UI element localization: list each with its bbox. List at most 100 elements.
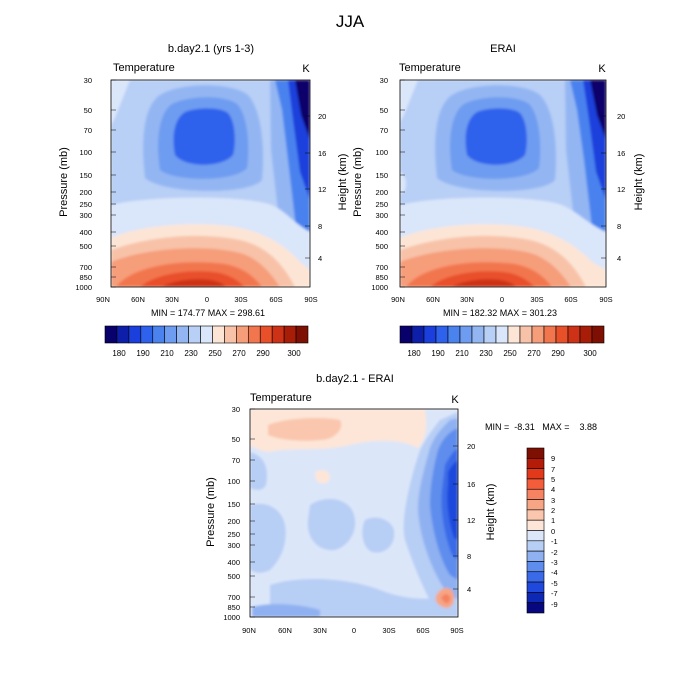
colorbar-swatch bbox=[435, 325, 449, 344]
colorbar-swatch bbox=[579, 325, 593, 344]
y-tick: 850 bbox=[227, 603, 240, 612]
y2-tick: 16 bbox=[318, 149, 326, 158]
y-tick: 50 bbox=[84, 106, 92, 115]
colorbar bbox=[526, 447, 545, 614]
x-tick: 90N bbox=[242, 626, 256, 635]
x-tick: 60S bbox=[416, 626, 429, 635]
colorbar-label: 250 bbox=[503, 349, 517, 358]
panel-model: b.day2.1 (yrs 1-3) Temperature K bbox=[58, 43, 349, 358]
colorbar-swatch bbox=[200, 325, 213, 344]
y-axis-left: 30 50 70 100 150 200 250 300 400 500 700… bbox=[223, 405, 255, 622]
y-tick: 150 bbox=[375, 171, 388, 180]
plot-frame bbox=[399, 79, 607, 288]
colorbar-label: 300 bbox=[583, 349, 597, 358]
colorbar-swatch bbox=[526, 571, 545, 583]
colorbar-swatch bbox=[531, 325, 545, 344]
x-tick: 60N bbox=[426, 295, 440, 304]
colorbar-label: -2 bbox=[551, 548, 558, 557]
y-tick: 30 bbox=[232, 405, 240, 414]
colorbar-swatch bbox=[543, 325, 557, 344]
colorbar-swatch bbox=[471, 325, 485, 344]
y-tick: 200 bbox=[375, 188, 388, 197]
colorbar-swatch bbox=[519, 325, 533, 344]
y-tick: 70 bbox=[380, 126, 388, 135]
y-tick: 70 bbox=[232, 456, 240, 465]
y-tick: 500 bbox=[79, 242, 92, 251]
colorbar-swatch bbox=[507, 325, 521, 344]
colorbar-swatch bbox=[526, 478, 545, 490]
x-tick: 30N bbox=[460, 295, 474, 304]
y2-tick: 12 bbox=[318, 185, 326, 194]
y-tick: 100 bbox=[227, 477, 240, 486]
y-tick: 50 bbox=[380, 106, 388, 115]
colorbar-swatch bbox=[411, 325, 425, 344]
y2-tick: 12 bbox=[617, 185, 625, 194]
colorbar-label: 9 bbox=[551, 454, 555, 463]
colorbar-swatch bbox=[423, 325, 437, 344]
y-tick: 850 bbox=[375, 273, 388, 282]
colorbar-swatch bbox=[247, 325, 261, 344]
colorbar bbox=[399, 325, 605, 344]
colorbar-label: 230 bbox=[184, 349, 198, 358]
y-tick: 1000 bbox=[223, 613, 240, 622]
y2-tick: 16 bbox=[617, 149, 625, 158]
x-tick: 0 bbox=[352, 626, 356, 635]
colorbar-label: -4 bbox=[551, 568, 558, 577]
x-axis: 90N 60N 30N 0 30S 60S 90S bbox=[391, 295, 613, 304]
colorbar-swatch bbox=[447, 325, 461, 344]
y-tick: 30 bbox=[84, 76, 92, 85]
colorbar-label: 300 bbox=[287, 349, 301, 358]
y-tick: 700 bbox=[375, 263, 388, 272]
colorbar-label: 290 bbox=[256, 349, 270, 358]
x-tick: 30S bbox=[382, 626, 395, 635]
colorbar-swatch bbox=[526, 540, 545, 552]
panel-difference: b.day2.1 - ERAI Temperature K bbox=[205, 373, 597, 635]
colorbar-labels: 180 190 210 230 250 270 290 300 bbox=[407, 349, 597, 358]
y-tick: 1000 bbox=[371, 283, 388, 292]
y-tick: 200 bbox=[79, 188, 92, 197]
colorbar-swatch bbox=[164, 325, 177, 344]
colorbar-label: 210 bbox=[160, 349, 174, 358]
y-tick: 500 bbox=[227, 572, 240, 581]
units-label: K bbox=[302, 63, 310, 75]
y-tick: 250 bbox=[79, 200, 92, 209]
field-label: Temperature bbox=[399, 62, 461, 74]
field-label: Temperature bbox=[113, 62, 175, 74]
y2-axis-label: Height (km) bbox=[485, 484, 497, 541]
x-tick: 0 bbox=[500, 295, 504, 304]
x-tick: 0 bbox=[205, 295, 209, 304]
y-tick: 100 bbox=[79, 148, 92, 157]
y-tick: 850 bbox=[79, 273, 92, 282]
colorbar-swatch bbox=[152, 325, 166, 344]
y-axis-right: 20 16 12 8 4 bbox=[601, 112, 625, 263]
colorbar-label: 270 bbox=[527, 349, 541, 358]
colorbar-swatch bbox=[526, 458, 545, 469]
figure-title: JJA bbox=[336, 12, 365, 31]
units-label: K bbox=[451, 394, 459, 406]
y-tick: 30 bbox=[380, 76, 388, 85]
panel-title: b.day2.1 - ERAI bbox=[316, 373, 394, 385]
y2-axis-label: Height (km) bbox=[633, 154, 645, 211]
colorbar-label: -5 bbox=[551, 579, 558, 588]
colorbar-swatch bbox=[526, 519, 545, 531]
colorbar-label: 270 bbox=[232, 349, 246, 358]
colorbar-label: 2 bbox=[551, 506, 555, 515]
colorbar-swatch bbox=[140, 325, 154, 344]
x-tick: 90N bbox=[96, 295, 110, 304]
y-tick: 250 bbox=[227, 530, 240, 539]
y2-tick: 8 bbox=[617, 222, 621, 231]
y-axis-right: 20 16 12 8 4 bbox=[305, 112, 326, 263]
colorbar-swatch bbox=[259, 325, 273, 344]
colorbar-swatch bbox=[526, 488, 545, 500]
x-tick: 30S bbox=[234, 295, 247, 304]
y-tick: 150 bbox=[79, 171, 92, 180]
colorbar-swatch bbox=[188, 325, 201, 344]
contour-field bbox=[111, 80, 310, 287]
y-axis-left: 30 50 70 100 150 200 250 300 400 500 700… bbox=[371, 76, 405, 292]
y-tick: 70 bbox=[84, 126, 92, 135]
y2-tick: 16 bbox=[467, 480, 475, 489]
colorbar-label: 4 bbox=[551, 485, 555, 494]
colorbar-label: 0 bbox=[551, 527, 555, 536]
colorbar-swatch bbox=[271, 325, 285, 344]
y2-tick: 8 bbox=[318, 222, 322, 231]
